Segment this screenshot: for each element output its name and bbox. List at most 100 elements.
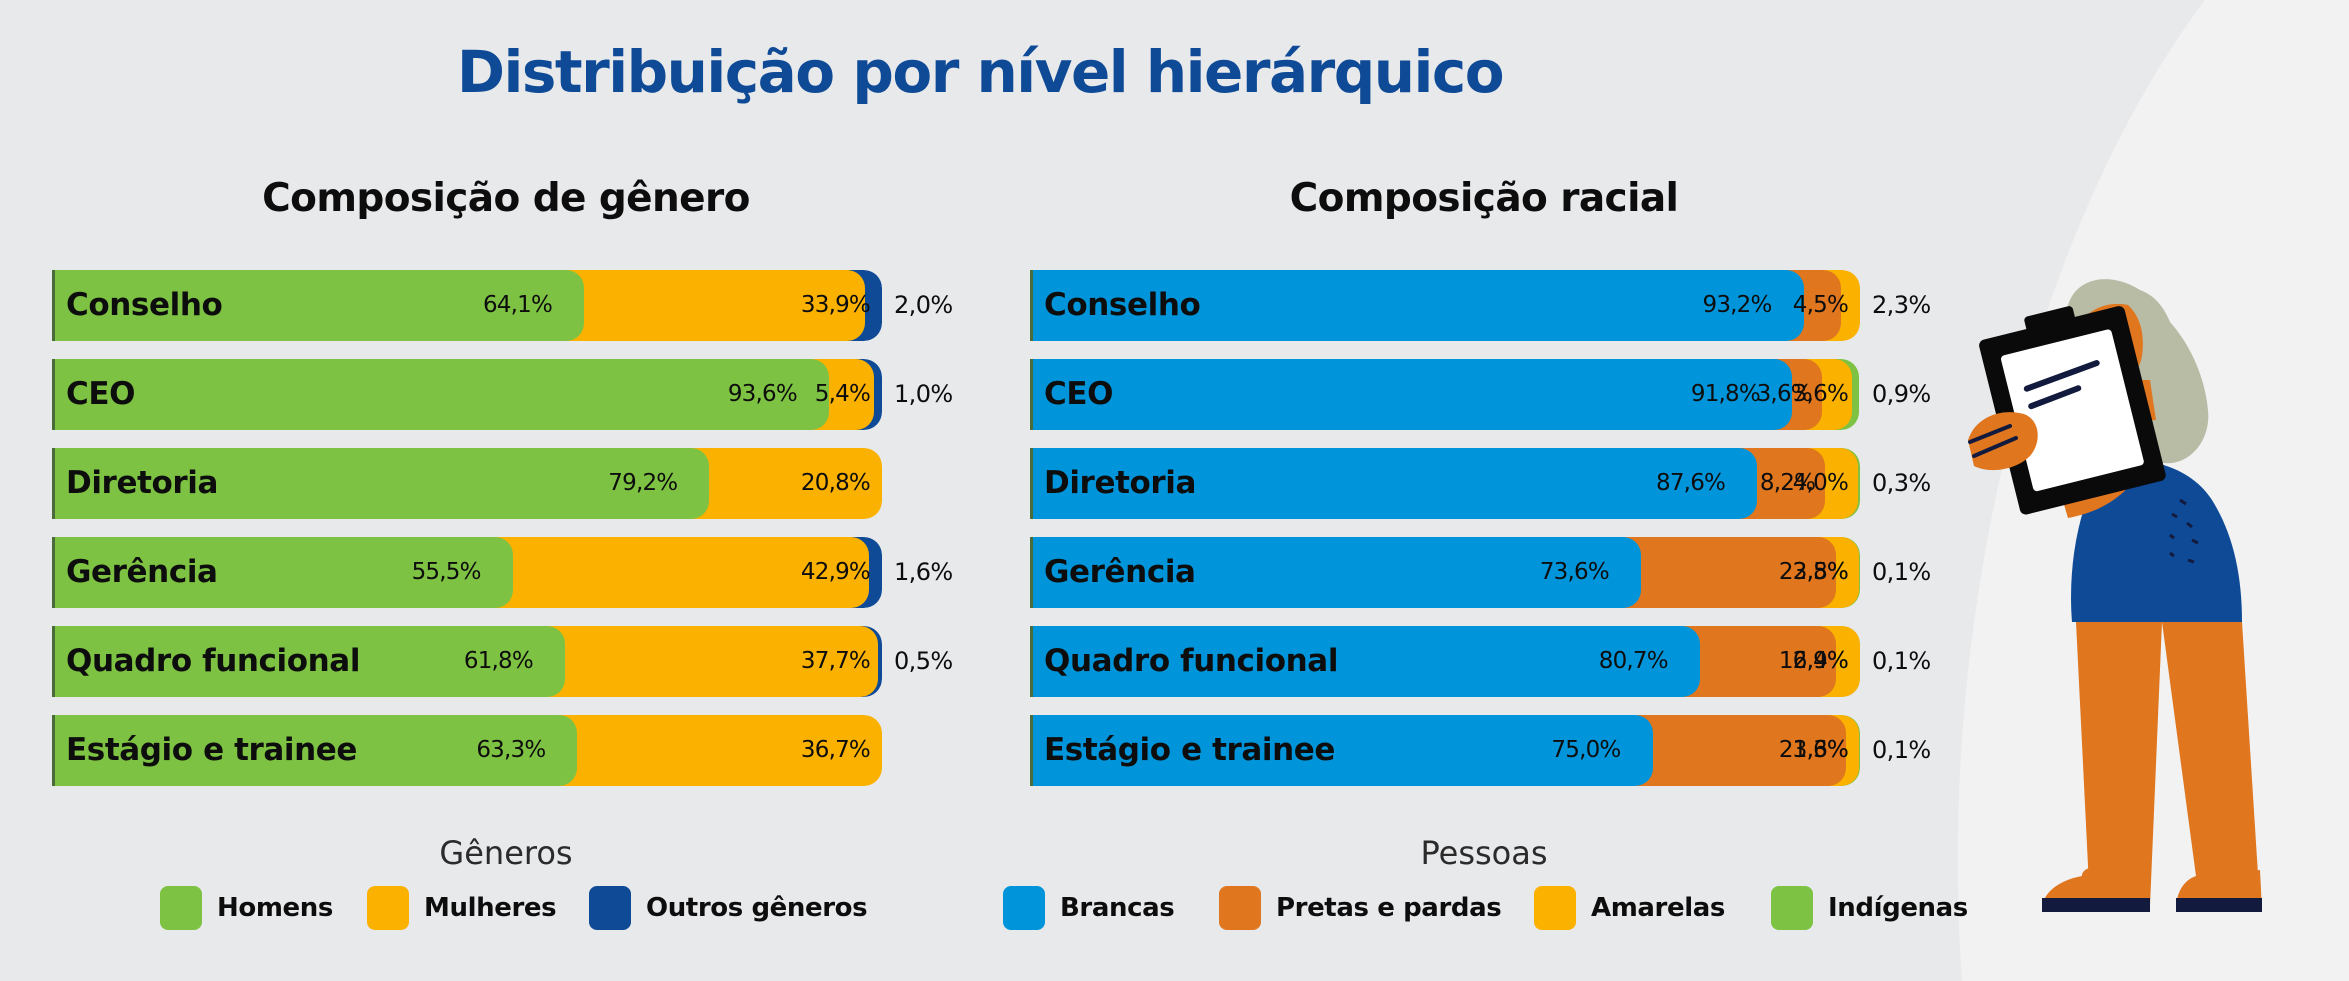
race-chart-title: Composição racial: [1289, 176, 1679, 221]
legend-swatch: [1771, 886, 1813, 930]
bar-row-estagio-e-trainee: Estágio e trainee 75,0% 23,3% 1,6% 0,1%: [1030, 715, 1950, 786]
bar-segment-homens: [52, 359, 829, 430]
bar-row-diretoria: Diretoria 79,2% 20,8%: [52, 448, 972, 519]
value-label-homens: 63,3%: [476, 737, 546, 763]
bar-baseline: [1030, 537, 1033, 608]
value-label-homens: 79,2%: [608, 470, 678, 496]
bar-baseline: [52, 359, 55, 430]
legend-label: Pretas e pardas: [1276, 893, 1502, 923]
outside-value-label: 2,3%: [1872, 291, 1931, 319]
category-label: Diretoria: [66, 465, 219, 501]
legend-swatch: [1003, 886, 1045, 930]
value-label-mulheres: 33,9%: [800, 292, 871, 318]
value-label-pretas-e-pardas: 8,2%: [1759, 470, 1816, 496]
bar-segment-homens: [52, 715, 578, 786]
category-label: Quadro funcional: [1044, 643, 1339, 679]
category-label: CEO: [1044, 376, 1114, 412]
legend-swatch: [367, 886, 409, 930]
value-label-homens: 55,5%: [411, 559, 482, 585]
category-label: Diretoria: [1044, 465, 1197, 501]
category-label: Estágio e trainee: [1044, 732, 1336, 768]
value-label-homens: 64,1%: [482, 292, 553, 318]
legend-swatch: [1219, 886, 1261, 930]
bar-track: [52, 270, 882, 341]
outside-value-label: 2,0%: [894, 291, 953, 319]
value-label-amarelas: 1,6%: [1792, 737, 1849, 763]
bar-track: [52, 626, 882, 697]
value-label-pretas-e-pardas: 4,5%: [1792, 292, 1849, 318]
bar-track: [1030, 448, 1860, 519]
legend-swatch: [589, 886, 631, 930]
legend-swatch: [1534, 886, 1576, 930]
value-label-pretas-e-pardas: 16,4%: [1778, 648, 1849, 674]
category-label: Gerência: [1044, 554, 1196, 590]
bar-baseline: [52, 270, 55, 341]
value-label-pretas-e-pardas: 3,6%: [1756, 381, 1813, 407]
bar-segment-brancas: [1030, 715, 1653, 786]
bar-row-diretoria: Diretoria 87,6% 8,2% 4,0% 0,3%: [1030, 448, 1950, 519]
bar-segment-homens: [52, 448, 710, 519]
bar-track: [52, 537, 882, 608]
legend-label: Brancas: [1060, 893, 1175, 923]
outside-value-label: 1,6%: [894, 558, 953, 586]
person-holding-clipboard-illustration: [1968, 279, 2262, 912]
value-label-brancas: 73,6%: [1539, 559, 1610, 585]
bar-baseline: [52, 626, 55, 697]
bar-row-conselho: Conselho 64,1% 33,9% 2,0%: [52, 270, 972, 341]
bar-track: [1030, 715, 1860, 786]
legend-label: Outros gêneros: [646, 893, 868, 923]
value-label-brancas: 75,0%: [1551, 737, 1621, 763]
bar-segment-brancas: [1030, 270, 1804, 341]
category-label: Conselho: [1044, 287, 1201, 323]
outside-value-label: 0,1%: [1872, 647, 1931, 675]
category-label: Estágio e trainee: [66, 732, 358, 768]
gender-legend-title: Gêneros: [439, 834, 573, 872]
bar-segment-homens: [52, 626, 565, 697]
bar-segment-brancas: [1030, 537, 1641, 608]
value-label-pretas-e-pardas: 23,3%: [1778, 737, 1849, 763]
bar-track: [1030, 270, 1860, 341]
bar-baseline: [52, 537, 55, 608]
legend-swatch: [160, 886, 202, 930]
value-label-homens: 93,6%: [727, 381, 798, 407]
bar-track: [52, 448, 882, 519]
value-label-amarelas: 2,8%: [1792, 559, 1849, 585]
legend-label: Indígenas: [1828, 893, 1968, 923]
value-label-brancas: 80,7%: [1598, 648, 1669, 674]
bar-baseline: [1030, 448, 1033, 519]
category-label: CEO: [66, 376, 136, 412]
legend-label: Mulheres: [424, 893, 557, 923]
bar-track: [1030, 537, 1860, 608]
bar-baseline: [1030, 626, 1033, 697]
gender-chart-title: Composição de gênero: [262, 176, 750, 221]
category-label: Gerência: [66, 554, 218, 590]
bar-row-gerencia: Gerência 55,5% 42,9% 1,6%: [52, 537, 972, 608]
bar-baseline: [1030, 270, 1033, 341]
value-label-mulheres: 42,9%: [800, 559, 871, 585]
value-label-homens: 61,8%: [463, 648, 534, 674]
bar-row-ceo: CEO 91,8% 3,6% 3,6% 0,9%: [1030, 359, 1950, 430]
outside-value-label: 0,1%: [1872, 736, 1931, 764]
race-legend-title: Pessoas: [1420, 834, 1548, 872]
page-title: Distribuição por nível hierárquico: [456, 38, 1505, 106]
bar-track: [1030, 359, 1860, 430]
value-label-amarelas: 2,9%: [1792, 648, 1849, 674]
legend-label: Homens: [217, 893, 333, 923]
bar-row-ceo: CEO 93,6% 5,4% 1,0%: [52, 359, 972, 430]
value-label-mulheres: 5,4%: [814, 381, 871, 407]
value-label-mulheres: 36,7%: [800, 737, 871, 763]
bar-row-conselho: Conselho 93,2% 4,5% 2,3%: [1030, 270, 1950, 341]
value-label-amarelas: 4,0%: [1792, 470, 1849, 496]
bar-row-gerencia: Gerência 73,6% 23,5% 2,8% 0,1%: [1030, 537, 1950, 608]
category-label: Quadro funcional: [66, 643, 361, 679]
bar-segment-brancas: [1030, 359, 1792, 430]
bar-baseline: [1030, 359, 1033, 430]
value-label-mulheres: 20,8%: [800, 470, 871, 496]
bar-row-quadro-funcional: Quadro funcional 61,8% 37,7% 0,5%: [52, 626, 972, 697]
value-label-brancas: 93,2%: [1702, 292, 1772, 318]
bar-segment-brancas: [1030, 626, 1700, 697]
bar-baseline: [52, 448, 55, 519]
bar-baseline: [1030, 715, 1033, 786]
outside-value-label: 0,5%: [894, 647, 953, 675]
value-label-pretas-e-pardas: 23,5%: [1778, 559, 1849, 585]
